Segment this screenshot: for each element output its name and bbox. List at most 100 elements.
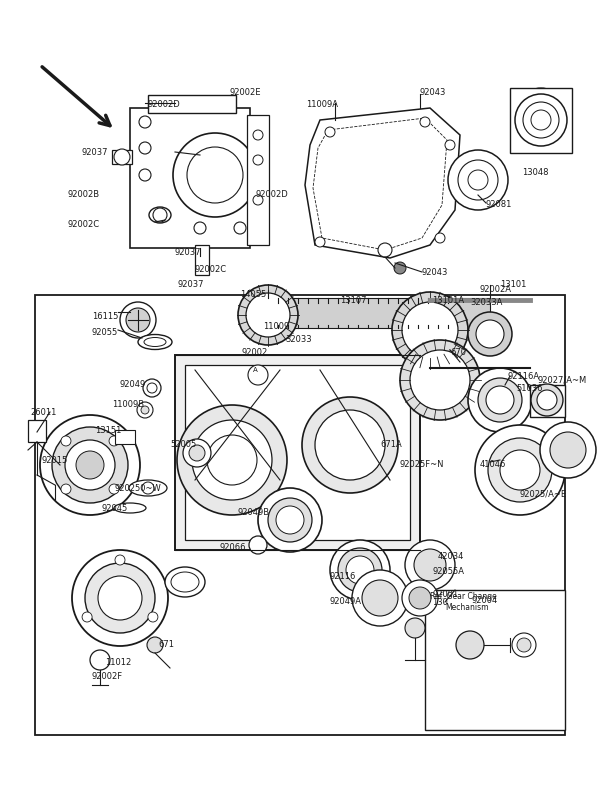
Text: 11009: 11009 (263, 322, 289, 331)
Bar (115, 430, 135, 444)
Circle shape (414, 549, 446, 581)
Ellipse shape (144, 338, 166, 346)
Circle shape (537, 390, 557, 410)
Circle shape (315, 237, 325, 247)
Circle shape (248, 365, 268, 385)
Text: 92037: 92037 (82, 148, 109, 157)
Bar (130, 108, 250, 248)
Text: 671A: 671A (380, 440, 402, 449)
Text: 92002A: 92002A (480, 285, 512, 294)
Text: 92045: 92045 (102, 504, 128, 513)
Circle shape (405, 540, 455, 590)
Circle shape (325, 127, 335, 137)
Circle shape (246, 293, 290, 337)
Circle shape (346, 556, 374, 584)
Circle shape (126, 308, 150, 332)
Text: 92055: 92055 (92, 328, 118, 337)
Text: 92025/A~E: 92025/A~E (520, 490, 567, 499)
Text: 130: 130 (432, 598, 448, 607)
Text: A: A (253, 367, 257, 373)
Circle shape (139, 169, 151, 181)
Circle shape (142, 482, 154, 494)
Text: 92049B: 92049B (238, 508, 270, 517)
Circle shape (253, 130, 263, 140)
Text: Partsmania: Partsmania (206, 411, 454, 449)
Text: Mechanism: Mechanism (445, 603, 488, 612)
Text: 11012: 11012 (105, 658, 131, 667)
Circle shape (352, 570, 408, 626)
Text: 92001: 92001 (433, 590, 459, 599)
Circle shape (183, 439, 211, 467)
Circle shape (392, 292, 468, 368)
Text: 92049: 92049 (120, 380, 146, 389)
Text: 920250~W: 920250~W (115, 484, 162, 493)
Text: 92025F~N: 92025F~N (400, 460, 445, 469)
Circle shape (531, 384, 563, 416)
Circle shape (253, 155, 263, 165)
Circle shape (76, 451, 104, 479)
Text: 92081: 92081 (486, 200, 512, 209)
Circle shape (177, 405, 287, 515)
Bar (247, 115, 269, 245)
Circle shape (512, 633, 536, 657)
Text: 92002F: 92002F (92, 672, 123, 681)
Bar (270, 298, 490, 328)
Text: 92055A: 92055A (433, 567, 465, 576)
Circle shape (153, 208, 167, 222)
Text: 92027/A~M: 92027/A~M (538, 375, 587, 384)
Text: 14055: 14055 (240, 290, 266, 299)
Circle shape (456, 631, 484, 659)
Circle shape (120, 302, 156, 338)
Circle shape (98, 576, 142, 620)
Circle shape (139, 116, 151, 128)
Circle shape (302, 397, 398, 493)
Circle shape (517, 638, 531, 652)
Circle shape (400, 340, 480, 420)
Text: 92002D: 92002D (256, 190, 289, 199)
Text: 92037: 92037 (175, 248, 202, 257)
Circle shape (65, 440, 115, 490)
Circle shape (189, 445, 205, 461)
Text: ⚙: ⚙ (301, 316, 439, 465)
Circle shape (85, 563, 155, 633)
Circle shape (147, 383, 157, 393)
Text: 26011: 26011 (30, 408, 56, 417)
Circle shape (448, 150, 508, 210)
Circle shape (515, 94, 567, 146)
Circle shape (362, 580, 398, 616)
Circle shape (531, 110, 551, 130)
Circle shape (194, 222, 206, 234)
Circle shape (410, 350, 470, 410)
Text: 92002B: 92002B (68, 190, 100, 199)
Circle shape (40, 415, 140, 515)
Bar (195, 245, 209, 275)
Text: 13101A: 13101A (432, 296, 464, 305)
Text: 92004: 92004 (472, 596, 498, 605)
Circle shape (207, 435, 257, 485)
Ellipse shape (114, 503, 146, 513)
Circle shape (476, 320, 504, 348)
Bar (28, 420, 46, 442)
Text: 92015: 92015 (42, 456, 68, 465)
Text: Ref. Gear Change: Ref. Gear Change (430, 592, 497, 601)
Text: 670: 670 (450, 348, 466, 357)
Circle shape (234, 222, 246, 234)
Text: 41046: 41046 (480, 460, 506, 469)
Circle shape (330, 540, 390, 600)
Circle shape (253, 195, 263, 205)
Circle shape (468, 312, 512, 356)
Circle shape (276, 506, 304, 534)
Circle shape (141, 406, 149, 414)
Circle shape (187, 147, 243, 203)
Text: 16115: 16115 (92, 312, 118, 321)
Circle shape (409, 587, 431, 609)
Circle shape (486, 386, 514, 414)
Circle shape (148, 612, 158, 622)
Circle shape (90, 650, 110, 670)
Circle shape (478, 378, 522, 422)
Text: 13101: 13101 (500, 280, 526, 289)
Ellipse shape (129, 480, 167, 496)
Circle shape (378, 243, 392, 257)
Bar (185, 365, 410, 540)
Text: 11009A: 11009A (306, 100, 338, 109)
